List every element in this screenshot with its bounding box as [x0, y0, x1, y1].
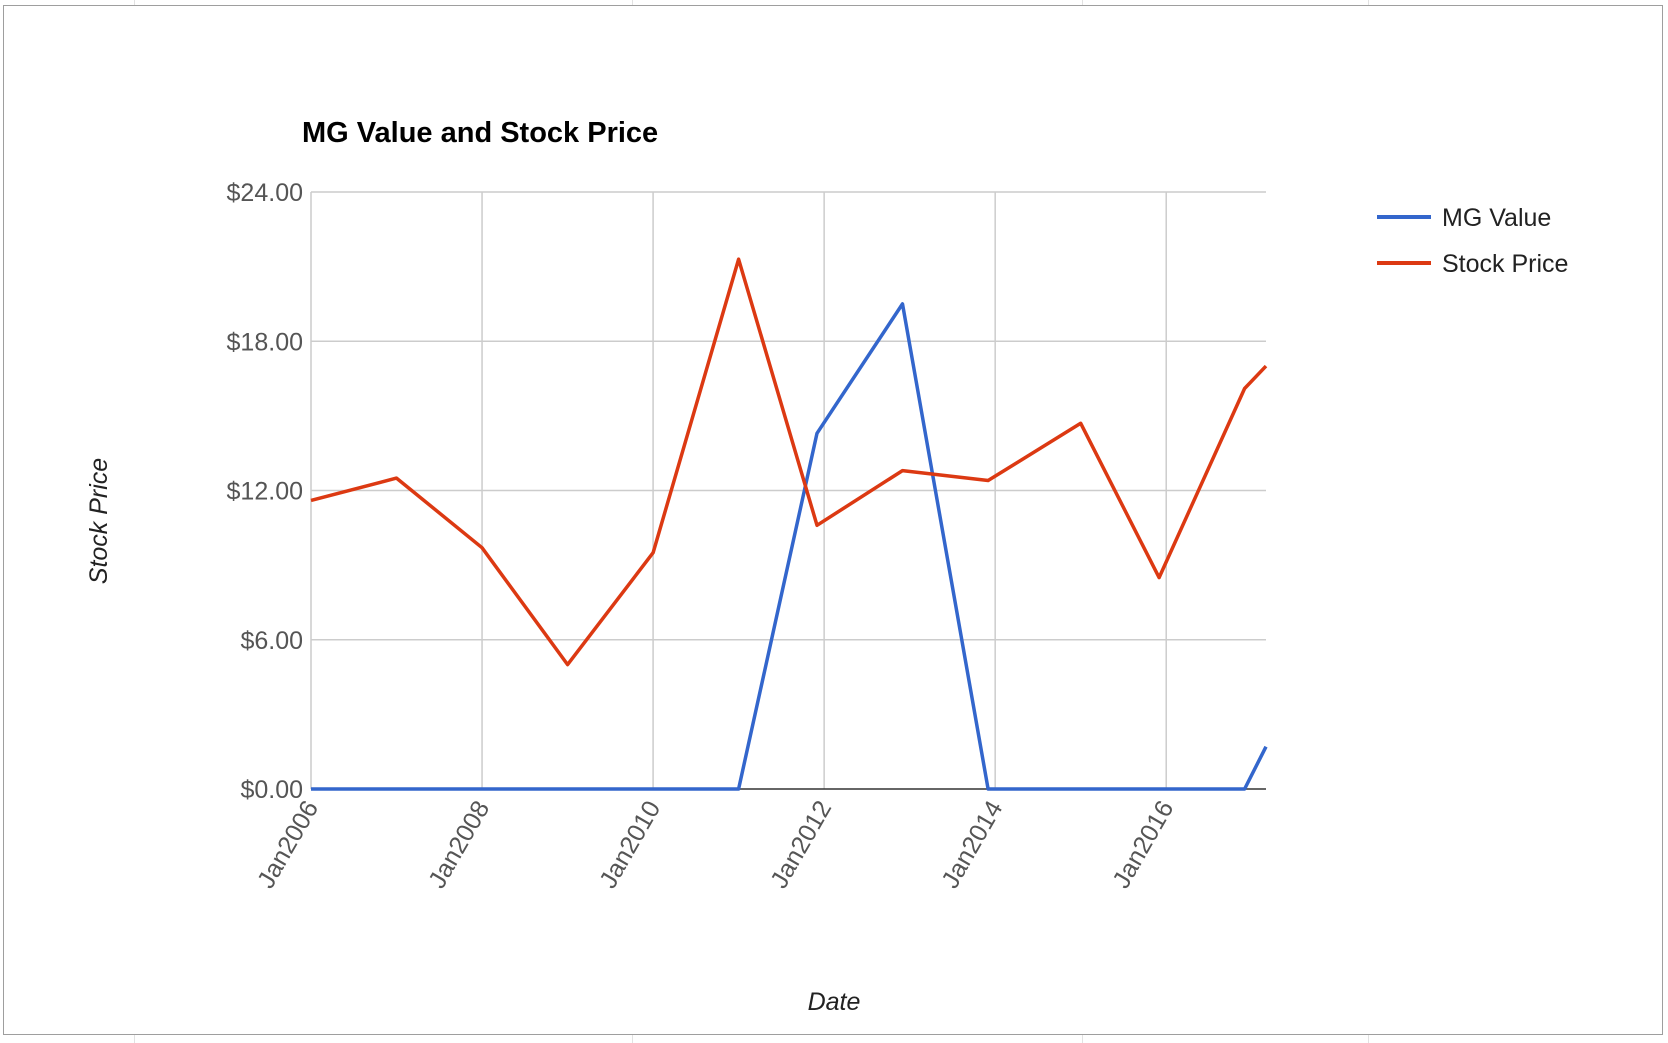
x-axis-title: Date — [808, 988, 861, 1016]
x-tick-label: Jan2012 — [765, 796, 837, 893]
x-axis-ticks: Jan2006 Jan2008 Jan2010 Jan2012 Jan2014 Jan20… — [252, 796, 1179, 893]
y-tick-label: $12.00 — [227, 478, 303, 506]
legend: MG Value Stock Price — [1377, 204, 1568, 278]
x-tick-label: Jan2010 — [594, 796, 666, 893]
chart-container[interactable]: $0.00 $6.00 $12.00 $18.00 $24.00 Jan2006 Jan2… — [3, 5, 1663, 1035]
x-tick-label: Jan2006 — [252, 796, 324, 893]
x-tick-label: Jan2014 — [936, 796, 1008, 893]
series-layer — [310, 257, 1268, 791]
x-tick-label: Jan2008 — [423, 796, 495, 893]
chart-title: MG Value and Stock Price — [302, 117, 658, 149]
chart-svg: $0.00$6.00$12.00$18.00$24.00 Jan2006 Jan2… — [85, 117, 1568, 1016]
series-line-mg-value[interactable] — [311, 302, 1268, 791]
y-axis-title: Stock Price — [85, 458, 113, 584]
x-tick-label: Jan2016 — [1107, 796, 1179, 893]
y-axis-ticks: $0.00 $6.00 $12.00 $18.00 $24.00 — [227, 179, 303, 804]
y-tick-label: $0.00 — [240, 776, 303, 804]
series-line-stock-price[interactable] — [310, 257, 1268, 667]
y-tick-label: $18.00 — [227, 328, 303, 356]
legend-label: MG Value — [1442, 204, 1551, 232]
y-tick-label: $24.00 — [227, 179, 303, 207]
y-tick-label: $6.00 — [240, 627, 303, 655]
legend-label: Stock Price — [1442, 250, 1568, 278]
gridlines — [310, 191, 1266, 789]
